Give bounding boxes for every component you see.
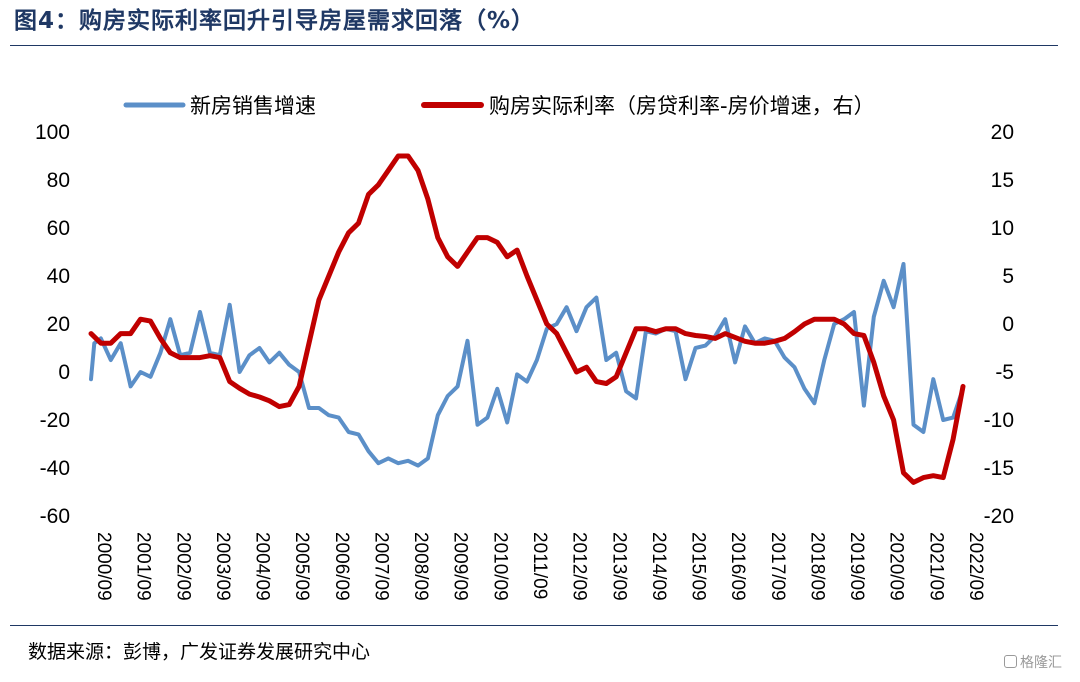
- series-line-real-mortgage-rate: [88, 153, 966, 485]
- x-tick-label: 2019/09: [846, 532, 867, 601]
- x-tick-label: 2010/09: [489, 532, 510, 601]
- source-note: 数据来源：彭博，广发证券发展研究中心: [28, 641, 371, 663]
- y-right-tick-label: -15: [984, 457, 1014, 480]
- x-tick-label: 2008/09: [410, 532, 431, 601]
- x-tick-label: 2007/09: [370, 532, 391, 601]
- x-tick-label: 2020/09: [886, 532, 907, 601]
- x-tick-label: 2012/09: [569, 532, 590, 601]
- watermark-logo-icon: [1004, 655, 1017, 668]
- y-left-tick-label: 80: [47, 169, 70, 192]
- y-right-tick-label: 10: [991, 217, 1014, 240]
- header-rule: [10, 45, 1058, 46]
- y-right-tick-label: -5: [995, 361, 1014, 384]
- series-layer: [88, 153, 966, 485]
- x-tick-label: 2002/09: [172, 532, 193, 601]
- x-tick-label: 2017/09: [767, 532, 788, 601]
- x-tick-label: 2001/09: [133, 532, 154, 601]
- x-tick-label: 2011/09: [529, 532, 550, 599]
- y-right-tick-label: 15: [991, 169, 1014, 192]
- y-left-tick-label: -60: [40, 505, 70, 528]
- x-tick-label: 2022/09: [965, 532, 986, 601]
- x-tick-label: 2005/09: [291, 532, 312, 601]
- footer-rule: [10, 625, 1058, 626]
- x-tick-label: 2003/09: [212, 532, 233, 601]
- x-tick-label: 2018/09: [806, 532, 827, 601]
- y-right-tick-label: 0: [1002, 313, 1014, 336]
- x-tick-label: 2006/09: [331, 532, 352, 601]
- watermark: 格隆汇: [1004, 652, 1062, 672]
- x-tick-label: 2016/09: [727, 532, 748, 601]
- y-left-tick-label: -40: [40, 457, 70, 480]
- y-left-tick-label: 60: [47, 217, 70, 240]
- legend-label: 新房销售增速: [190, 94, 316, 118]
- y-right-tick-label: 20: [991, 121, 1014, 144]
- series-line-sales-growth: [89, 262, 965, 468]
- watermark-text: 格隆汇: [1020, 655, 1062, 671]
- y-left-tick-label: 20: [47, 313, 70, 336]
- x-tick-label: 2021/09: [925, 532, 946, 601]
- y-right-tick-label: -20: [984, 505, 1014, 528]
- y-left-tick-label: 0: [58, 361, 70, 384]
- chart-title: 图4：购房实际利率回升引导房屋需求回落（%）: [14, 8, 536, 34]
- x-tick-label: 2014/09: [648, 532, 669, 601]
- x-tick-label: 2004/09: [252, 532, 273, 601]
- y-left-tick-label: -20: [40, 409, 70, 432]
- axes: 100 80 60 40 20 0 -20 -40 -60 20 15 10 5 0 -5 -10 -15 -20…: [35, 121, 1014, 601]
- y-left-tick-label: 40: [47, 265, 70, 288]
- x-tick-label: 2000/09: [93, 532, 114, 601]
- legend: 新房销售增速 购房实际利率（房贷利率-房价增速，右）: [123, 94, 875, 118]
- legend-label: 购房实际利率（房贷利率-房价增速，右）: [489, 94, 875, 118]
- x-tick-label: 2009/09: [450, 532, 471, 601]
- x-tick-label: 2013/09: [608, 532, 629, 601]
- y-left-tick-label: 100: [35, 121, 70, 144]
- y-right-tick-label: 5: [1002, 265, 1014, 288]
- x-tick-label: 2015/09: [688, 532, 709, 601]
- y-right-tick-label: -10: [984, 409, 1014, 432]
